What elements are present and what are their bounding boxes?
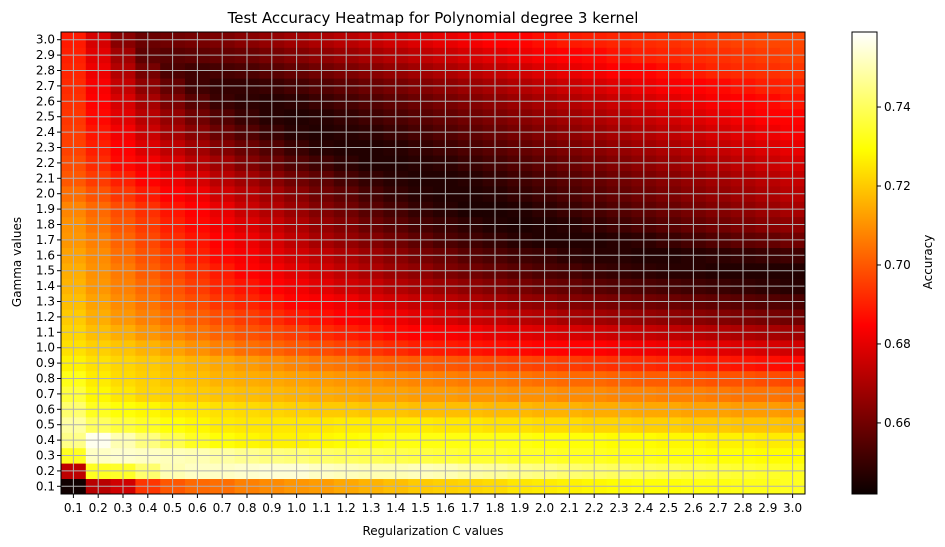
x-tick-label: 2.8	[733, 501, 752, 515]
x-tick-label: 0.4	[138, 501, 157, 515]
colorbar-tick-label: 0.70	[884, 258, 911, 272]
y-tick-label: 1.0	[36, 341, 55, 355]
x-tick-label: 0.5	[163, 501, 182, 515]
y-tick-label: 0.2	[36, 464, 55, 478]
y-tick-label: 2.9	[36, 48, 55, 62]
x-tick-label: 1.4	[386, 501, 405, 515]
x-tick-label: 0.2	[89, 501, 108, 515]
y-tick-label: 0.6	[36, 402, 55, 416]
y-tick-label: 2.7	[36, 79, 55, 93]
x-tick-label: 2.9	[758, 501, 777, 515]
x-tick-label: 0.7	[213, 501, 232, 515]
x-tick-label: 2.5	[659, 501, 678, 515]
y-tick-label: 0.5	[36, 418, 55, 432]
x-tick-label: 2.0	[535, 501, 554, 515]
y-tick-label: 2.3	[36, 141, 55, 155]
y-tick-label: 2.0	[36, 187, 55, 201]
y-tick-label: 1.2	[36, 310, 55, 324]
y-tick-label: 1.5	[36, 264, 55, 278]
colorbar-tick-label: 0.72	[884, 179, 911, 193]
x-tick-label: 2.3	[609, 501, 628, 515]
y-tick-label: 1.1	[36, 325, 55, 339]
y-tick-label: 2.1	[36, 171, 55, 185]
x-tick-label: 0.6	[188, 501, 207, 515]
y-tick-label: 1.4	[36, 279, 55, 293]
y-tick-label: 0.9	[36, 356, 55, 370]
x-tick-label: 2.4	[634, 501, 653, 515]
x-tick-label: 1.3	[361, 501, 380, 515]
x-tick-label: 0.9	[262, 501, 281, 515]
y-tick-label: 1.8	[36, 218, 55, 232]
y-tick-label: 2.4	[36, 125, 55, 139]
y-tick-label: 1.3	[36, 295, 55, 309]
x-tick-label: 2.7	[709, 501, 728, 515]
colorbar-tick-label: 0.66	[884, 416, 911, 430]
y-tick-label: 1.6	[36, 248, 55, 262]
x-tick-label: 2.1	[560, 501, 579, 515]
y-tick-label: 0.1	[36, 479, 55, 493]
y-tick-label: 2.5	[36, 110, 55, 124]
y-tick-label: 1.7	[36, 233, 55, 247]
y-tick-label: 0.8	[36, 372, 55, 386]
colorbar-tick-label: 0.74	[884, 100, 911, 114]
x-tick-label: 1.9	[510, 501, 529, 515]
x-tick-label: 1.7	[461, 501, 480, 515]
chart-title: Test Accuracy Heatmap for Polynomial deg…	[227, 9, 639, 27]
x-axis-ticks: 0.1 0.2 0.3 0.4 0.5 0.6 0.7 0.8 0.9 1.0 1.1 1.2 1.3 1…	[64, 494, 802, 515]
grid-lines	[61, 32, 805, 494]
y-tick-label: 0.4	[36, 433, 55, 447]
y-tick-label: 2.2	[36, 156, 55, 170]
colorbar-ticks: 0.66 0.68 0.70 0.72 0.74	[877, 100, 911, 430]
y-tick-label: 1.9	[36, 202, 55, 216]
plot-frame	[60, 31, 806, 495]
colorbar	[851, 31, 878, 495]
x-tick-label: 1.0	[287, 501, 306, 515]
x-tick-label: 1.5	[411, 501, 430, 515]
x-tick-label: 1.1	[312, 501, 331, 515]
y-tick-label: 0.3	[36, 449, 55, 463]
y-tick-label: 0.7	[36, 387, 55, 401]
y-tick-label: 2.8	[36, 64, 55, 78]
x-tick-label: 1.6	[436, 501, 455, 515]
colorbar-tick-label: 0.68	[884, 337, 911, 351]
x-tick-label: 2.6	[684, 501, 703, 515]
x-tick-label: 3.0	[783, 501, 802, 515]
x-tick-label: 0.3	[113, 501, 132, 515]
x-tick-label: 0.8	[237, 501, 256, 515]
x-tick-label: 1.2	[337, 501, 356, 515]
y-tick-label: 2.6	[36, 94, 55, 108]
x-axis-label: Regularization C values	[362, 524, 503, 538]
x-tick-label: 1.8	[485, 501, 504, 515]
x-tick-label: 2.2	[585, 501, 604, 515]
y-tick-label: 3.0	[36, 33, 55, 47]
colorbar-label: Accuracy	[921, 235, 935, 290]
y-axis-label: Gamma values	[10, 217, 24, 307]
x-tick-label: 0.1	[64, 501, 83, 515]
y-axis-ticks: 0.10.20.3 0.40.5 0.60.70.8 0.91.0 1.11.21.3 1…	[36, 33, 61, 493]
